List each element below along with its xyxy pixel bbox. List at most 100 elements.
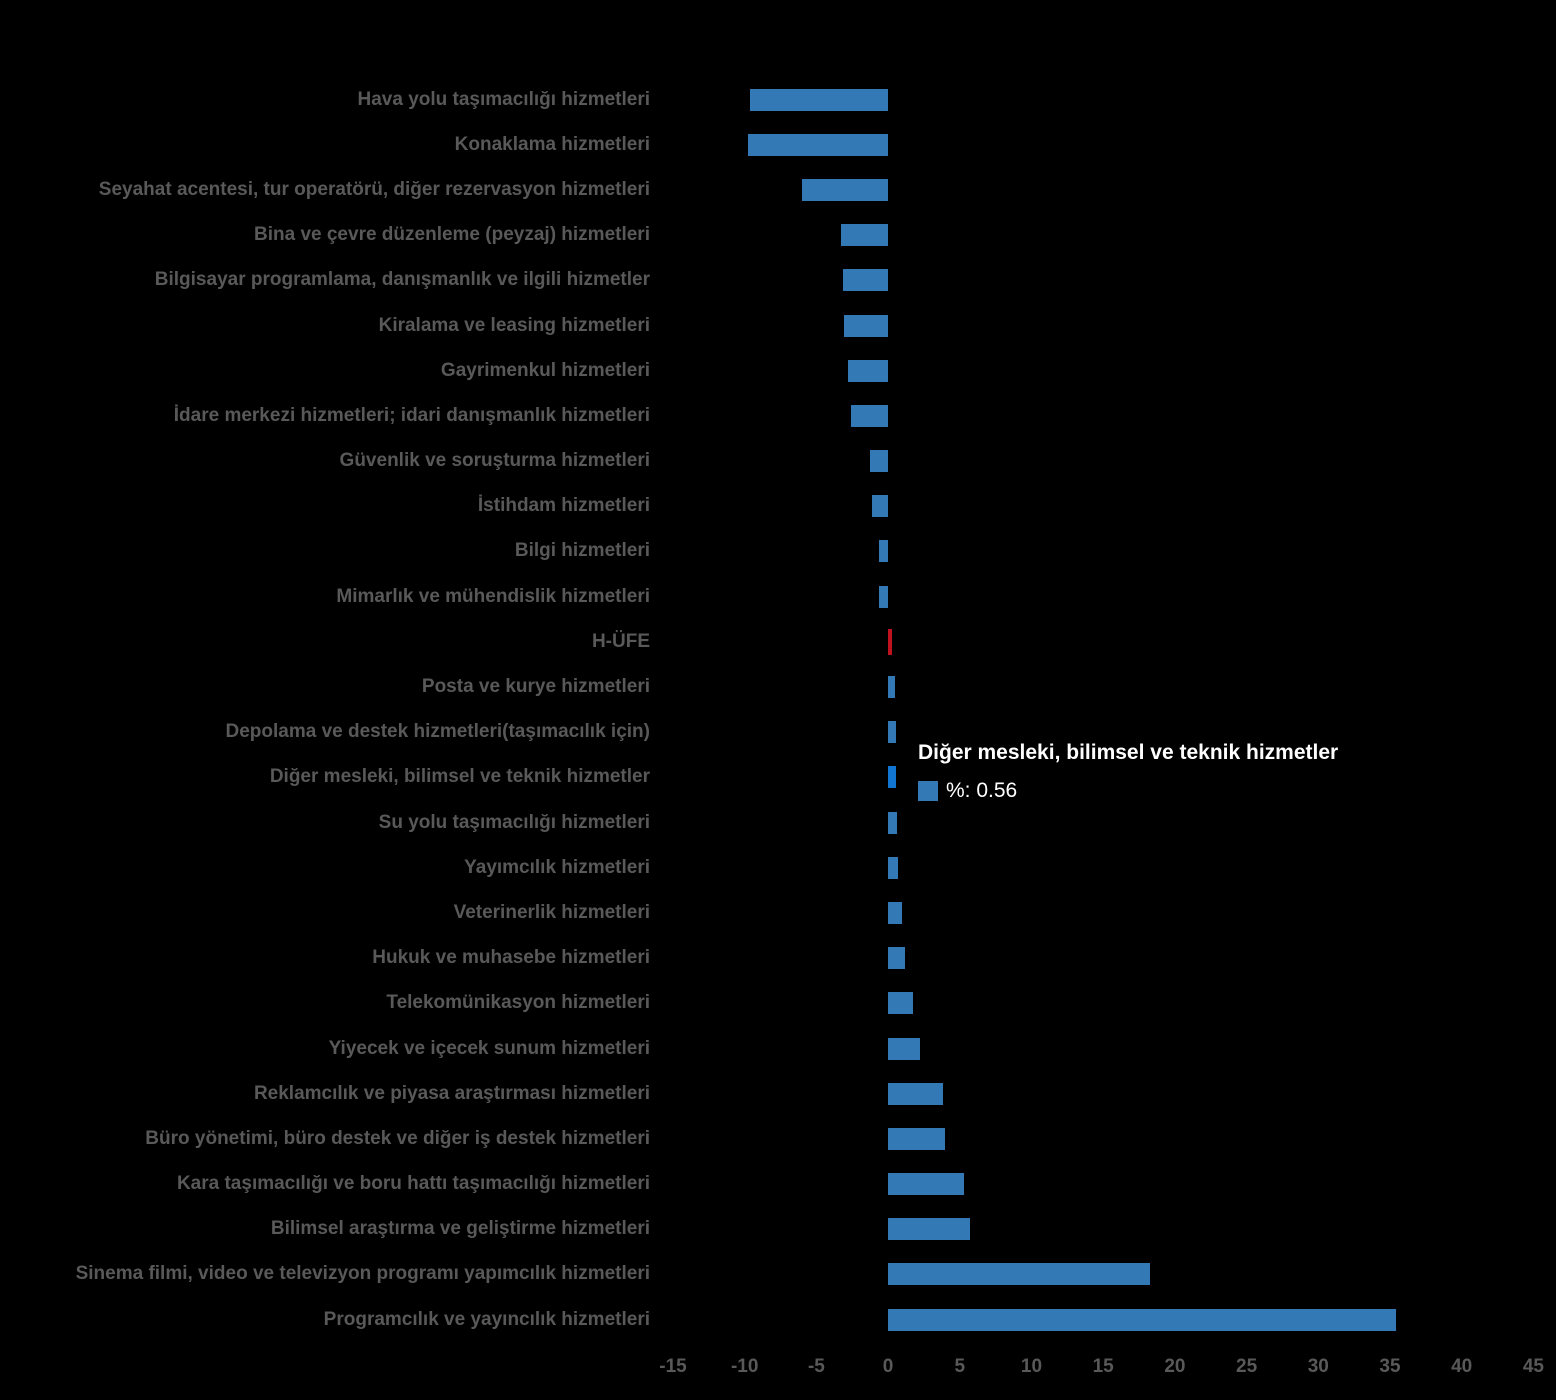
category-label: Posta ve kurye hizmetleri: [421, 676, 650, 698]
category-label: Telekomünikasyon hizmetleri: [386, 992, 650, 1014]
category-label: Hava yolu taşımacılığı hizmetleri: [357, 88, 651, 110]
bar[interactable]: [888, 676, 895, 699]
plot-area: [673, 303, 1534, 348]
category-row: Gayrimenkul hizmetleri: [0, 348, 1556, 393]
bar[interactable]: [801, 178, 889, 201]
category-row: Bilgisayar programlama, danışmanlık ve i…: [0, 258, 1556, 303]
plot-area: [673, 1071, 1534, 1116]
category-label: Gayrimenkul hizmetleri: [440, 359, 650, 381]
category-row: Güvenlik ve soruşturma hizmetleri: [0, 439, 1556, 484]
bar[interactable]: [843, 314, 889, 337]
x-axis-tick-label: 40: [1451, 1356, 1473, 1377]
x-axis-tick-label: 0: [882, 1356, 894, 1377]
category-label: Bina ve çevre düzenleme (peyzaj) hizmetl…: [254, 224, 650, 246]
plot-area: [673, 981, 1534, 1026]
x-axis-tick-label: 20: [1164, 1356, 1186, 1377]
bar[interactable]: [888, 901, 903, 924]
category-row: Yiyecek ve içecek sunum hizmetleri: [0, 1026, 1556, 1071]
plot-area: [673, 890, 1534, 935]
plot-area: [673, 1207, 1534, 1252]
category-label: Konaklama hizmetleri: [454, 133, 650, 155]
plot-area: [673, 936, 1534, 981]
bar[interactable]: [888, 1173, 964, 1196]
x-axis-tick-label: 15: [1092, 1356, 1114, 1377]
category-row: Sinema filmi, video ve televizyon progra…: [0, 1252, 1556, 1297]
x-axis-tick-label: 5: [954, 1356, 966, 1377]
category-label: Depolama ve destek hizmetleri(taşımacılı…: [225, 721, 650, 743]
category-label: İdare merkezi hizmetleri; idari danışman…: [173, 404, 650, 426]
category-label: Bilimsel araştırma ve geliştirme hizmetl…: [270, 1218, 650, 1240]
category-row: Büro yönetimi, büro destek ve diğer iş d…: [0, 1116, 1556, 1161]
bar[interactable]: [841, 224, 889, 247]
bar[interactable]: [888, 947, 906, 970]
bar[interactable]: [869, 450, 889, 473]
category-row: Bilimsel araştırma ve geliştirme hizmetl…: [0, 1207, 1556, 1252]
bar[interactable]: [888, 1263, 1150, 1286]
plot-area: [673, 529, 1534, 574]
bar[interactable]: [843, 269, 889, 292]
category-label: Sinema filmi, video ve televizyon progra…: [75, 1263, 650, 1285]
category-label: H-ÜFE: [591, 630, 650, 652]
x-axis-tick-label: 10: [1020, 1356, 1043, 1377]
category-label: İstihdam hizmetleri: [477, 495, 650, 517]
bar[interactable]: [879, 585, 889, 608]
bar[interactable]: [888, 1218, 970, 1241]
category-row: Yayımcılık hizmetleri: [0, 845, 1556, 890]
x-axis: -15 -10 -5 0 5 10 15 20 25 30 35 40 45: [659, 1348, 1544, 1388]
category-row: Veterinerlik hizmetleri: [0, 890, 1556, 935]
category-label: Yiyecek ve içecek sunum hizmetleri: [328, 1037, 650, 1059]
hufe-bar[interactable]: [888, 628, 892, 655]
category-row: Posta ve kurye hizmetleri: [0, 664, 1556, 709]
plot-area: [673, 664, 1534, 709]
category-row: Reklamcılık ve piyasa araştırması hizmet…: [0, 1071, 1556, 1116]
category-label: Büro yönetimi, büro destek ve diğer iş d…: [145, 1127, 650, 1149]
x-axis-tick-label: -5: [807, 1356, 825, 1377]
category-label: Programcılık ve yayıncılık hizmetleri: [323, 1308, 650, 1330]
category-row: Depolama ve destek hizmetleri(taşımacılı…: [0, 710, 1556, 755]
bar[interactable]: [888, 1308, 1397, 1331]
bar[interactable]: [748, 133, 889, 156]
plot-area: [673, 77, 1534, 122]
category-row: İdare merkezi hizmetleri; idari danışman…: [0, 393, 1556, 438]
plot-area: [673, 439, 1534, 484]
category-row: Kara taşımacılığı ve boru hattı taşımacı…: [0, 1162, 1556, 1207]
plot-area: [673, 258, 1534, 303]
bar[interactable]: [888, 1127, 946, 1150]
x-axis-tick-label: 25: [1236, 1356, 1258, 1377]
bar[interactable]: [888, 992, 913, 1015]
x-axis-tick-label: -15: [659, 1356, 687, 1377]
category-label: Seyahat acentesi, tur operatörü, diğer r…: [98, 178, 650, 200]
x-axis-tick-label: 35: [1379, 1356, 1401, 1377]
bar[interactable]: [847, 359, 889, 382]
plot-area: [673, 845, 1534, 890]
bar[interactable]: [888, 1037, 921, 1060]
bar[interactable]: [888, 721, 896, 744]
category-row: Hukuk ve muhasebe hizmetleri: [0, 936, 1556, 981]
bar[interactable]: [850, 404, 889, 427]
plot-area: [673, 619, 1534, 664]
plot-area: [673, 800, 1534, 845]
bar[interactable]: [872, 495, 889, 518]
category-label: Bilgisayar programlama, danışmanlık ve i…: [154, 269, 650, 291]
category-label: Bilgi hizmetleri: [514, 540, 650, 562]
plot-area: [673, 393, 1534, 438]
category-label: Mimarlık ve mühendislik hizmetleri: [336, 585, 650, 607]
category-row: Telekomünikasyon hizmetleri: [0, 981, 1556, 1026]
bar[interactable]: [888, 811, 897, 834]
bar[interactable]: [888, 1082, 944, 1105]
category-row: Seyahat acentesi, tur operatörü, diğer r…: [0, 167, 1556, 212]
x-axis-tick-label: 45: [1522, 1356, 1544, 1377]
plot-area: [673, 167, 1534, 212]
category-label: Hukuk ve muhasebe hizmetleri: [372, 947, 650, 969]
bar[interactable]: [878, 540, 889, 563]
bar[interactable]: [750, 88, 889, 111]
plot-area: [673, 574, 1534, 619]
bar[interactable]: [888, 766, 897, 789]
plot-area: [673, 213, 1534, 258]
plot-area: [673, 1162, 1534, 1207]
category-label: Reklamcılık ve piyasa araştırması hizmet…: [253, 1082, 650, 1104]
category-row: Kiralama ve leasing hizmetleri: [0, 303, 1556, 348]
category-row: Hava yolu taşımacılığı hizmetleri: [0, 77, 1556, 122]
bar[interactable]: [888, 856, 899, 879]
